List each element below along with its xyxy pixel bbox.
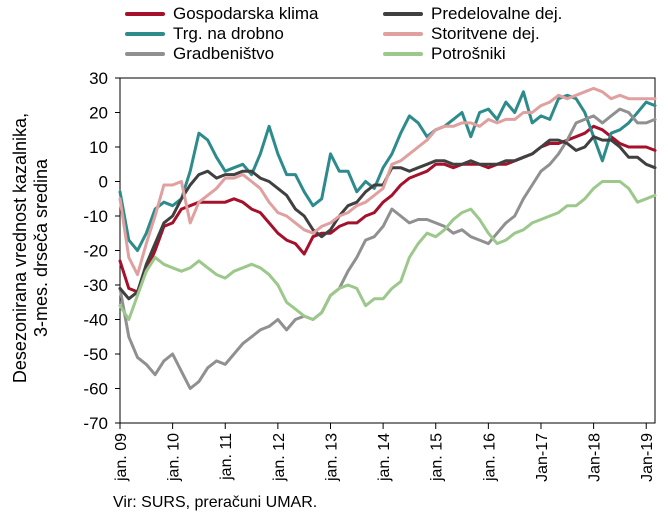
x-tick-label: Jan-17 — [534, 433, 551, 482]
legend-item-storitvene-dej: Storitvene dej. — [383, 24, 540, 44]
series-line-4 — [118, 86, 657, 277]
y-tick-label: -70 — [83, 414, 108, 433]
legend-item-potrosniki: Potrošniki — [383, 44, 506, 64]
legend-swatch — [125, 52, 165, 56]
y-tick-label: 20 — [89, 104, 108, 123]
x-axis-ticks: jan. 09 jan. 10 jan. 11 jan. 12 jan. 13 jan. … — [113, 423, 656, 482]
x-tick-label: jan. 09 — [113, 433, 130, 482]
source-note: Vir: SURS, preračuni UMAR. — [113, 494, 318, 511]
series-line-5 — [118, 180, 657, 321]
legend-item-predelovalne-dej: Predelovalne dej. — [383, 4, 562, 24]
y-tick-label: 0 — [99, 173, 108, 192]
y-tick-label: -60 — [83, 380, 108, 399]
plot-border — [119, 77, 656, 424]
y-tick-label: -40 — [83, 311, 108, 330]
y-tick-label: -20 — [83, 242, 108, 261]
x-tick-label: jan. 12 — [271, 433, 288, 482]
legend-item-gradbenistvo: Gradbeništvo — [125, 44, 274, 64]
legend-label: Predelovalne dej. — [431, 4, 563, 23]
legend-label: Storitvene dej. — [431, 24, 540, 43]
y-tick-label: -30 — [83, 276, 108, 295]
y-axis-label-line-1: Desezonirana vrednost kazalnika, — [10, 112, 30, 384]
x-tick-label: jan. 15 — [429, 433, 446, 482]
legend-item-trg-na-drobno: Trg. na drobno — [125, 24, 284, 44]
legend-label: Trg. na drobno — [173, 24, 284, 43]
y-axis-label-line-2: 3-mes. drseča sredina — [31, 158, 51, 338]
x-tick-label: jan. 10 — [166, 433, 183, 482]
x-tick-label: jan. 14 — [376, 433, 393, 482]
x-tick-label: jan. 16 — [481, 433, 498, 482]
x-tick-label: jan. 11 — [218, 433, 235, 481]
legend-label: Gradbeništvo — [173, 44, 275, 63]
legend-label: Gospodarska klima — [173, 4, 319, 23]
y-tick-label: -50 — [83, 345, 108, 364]
series-lines — [118, 86, 657, 390]
y-tick-label: -10 — [83, 207, 108, 226]
plot-frame — [119, 77, 656, 424]
legend-swatch — [383, 32, 423, 36]
legend-label: Potrošniki — [431, 44, 506, 63]
legend-item-gospodarska-klima: Gospodarska klima — [125, 4, 319, 24]
x-tick-label: Jan-18 — [587, 433, 604, 482]
y-tick-label: 30 — [89, 69, 108, 88]
legend-swatch — [383, 52, 423, 56]
legend-swatch — [125, 12, 165, 16]
y-axis-ticks: 30 20 10 0 -10 -20 -30 -40 -50 -60 -70 — [83, 69, 120, 433]
legend-swatch — [383, 12, 423, 16]
x-tick-label: jan. 13 — [323, 433, 340, 482]
x-tick-label: Jan-19 — [639, 433, 656, 482]
series-line-1 — [118, 90, 657, 252]
legend-swatch — [125, 32, 165, 36]
y-tick-label: 10 — [89, 138, 108, 157]
y-axis-label: Desezonirana vrednost kazalnika, 3-mes. … — [10, 113, 52, 383]
